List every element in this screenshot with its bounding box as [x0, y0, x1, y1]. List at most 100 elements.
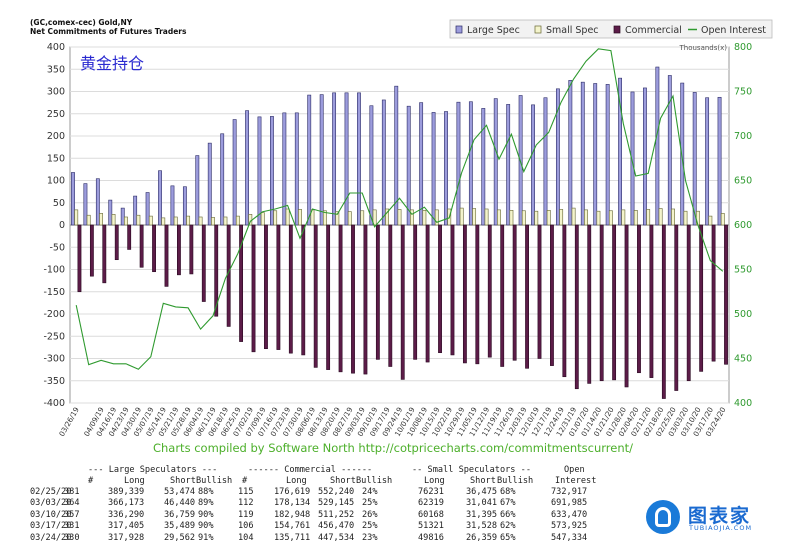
- table-cell-ls-n: 330: [64, 532, 80, 543]
- table-cell-date: 03/17/20: [30, 521, 72, 532]
- bar-small-spec: [683, 210, 688, 226]
- bar-large-spec: [655, 66, 660, 226]
- bar-commercial: [264, 224, 268, 350]
- bar-large-spec: [95, 178, 100, 226]
- bar-small-spec: [161, 217, 166, 226]
- table-cell-ls-long: 389,339: [108, 487, 145, 497]
- bar-large-spec: [643, 87, 647, 226]
- bar-large-spec: [692, 92, 697, 226]
- bar-commercial: [288, 224, 293, 354]
- bar-large-spec: [630, 91, 635, 226]
- bar-large-spec: [667, 75, 672, 226]
- bar-large-spec: [120, 207, 125, 226]
- table-cell-ss-short: 31,528: [466, 521, 498, 532]
- bar-large-spec: [406, 105, 411, 226]
- bar-commercial: [189, 224, 194, 275]
- bar-small-spec: [472, 208, 477, 226]
- legend-swatch: [534, 25, 542, 34]
- table-cell-ls-short: 29,562: [164, 532, 196, 543]
- table-cell-ls-short: 35,489: [164, 521, 196, 532]
- table-cell-ls-bull: 90%: [198, 521, 214, 532]
- group-header-open: Open: [564, 465, 585, 475]
- bar-small-spec: [148, 215, 153, 226]
- bar-small-spec: [223, 216, 228, 226]
- brand-logo-icon: [646, 500, 680, 534]
- bar-small-spec: [459, 207, 464, 226]
- bar-commercial: [537, 224, 542, 359]
- chart-header-line1: (GC,comex-cec) Gold,NY: [30, 18, 133, 27]
- y-right-tick-label: 500: [734, 309, 752, 320]
- bar-large-spec: [456, 101, 461, 226]
- legend: Large Spec Small Spec Commercial Open Inter…: [449, 19, 773, 39]
- bar-commercial: [637, 224, 641, 374]
- bar-commercial: [550, 224, 554, 366]
- y-right-tick-label: 750: [734, 87, 752, 98]
- bar-commercial: [214, 224, 219, 317]
- table-cell-c-bull: 25%: [362, 498, 378, 509]
- table-cell-ss-short: 31,395: [466, 509, 498, 520]
- bar-small-spec: [497, 209, 501, 226]
- bar-commercial: [77, 224, 82, 293]
- bar-small-spec: [285, 208, 290, 226]
- table-cell-ss-bull: 66%: [500, 509, 516, 520]
- y-right-tick-label: 600: [734, 220, 752, 231]
- y-right-unit-label: Thousands(x): [679, 44, 728, 52]
- table-cell-ls-bull: 89%: [198, 498, 214, 509]
- bar-large-spec: [680, 82, 685, 226]
- bar-small-spec: [335, 211, 340, 226]
- col-header-ss-long: Long: [424, 476, 445, 486]
- cot-chart: -400 -350 -300 -250 -200 -150 -100 -50 0 50 100 150…: [43, 19, 773, 438]
- bar-large-spec: [282, 112, 287, 226]
- bar-large-spec: [419, 102, 424, 226]
- bar-small-spec: [173, 216, 178, 226]
- bar-large-spec: [145, 192, 150, 226]
- bar-small-spec: [621, 209, 626, 226]
- y-right-tick-label: 400: [734, 398, 752, 409]
- bar-commercial: [612, 224, 617, 381]
- bar-commercial: [425, 224, 430, 363]
- legend-label: Open Interest: [701, 25, 766, 36]
- bar-commercial: [624, 224, 629, 388]
- bar-commercial: [599, 224, 604, 382]
- bar-small-spec: [410, 209, 414, 226]
- bar-commercial: [177, 224, 181, 276]
- bar-small-spec: [434, 209, 439, 226]
- bar-commercial: [699, 224, 704, 372]
- x-tick-label: 03/26/19: [57, 405, 81, 438]
- table-cell-ls-short: 53,474: [164, 487, 196, 497]
- table-cell-c-short: 552,240: [318, 487, 355, 497]
- bar-commercial: [438, 224, 442, 354]
- bar-small-spec: [521, 210, 526, 226]
- bar-small-spec: [646, 209, 651, 226]
- bar-large-spec: [593, 83, 598, 226]
- table-cell-ss-long: 51321: [418, 521, 444, 532]
- bar-small-spec: [671, 208, 675, 226]
- y-left-tick-label: -400: [43, 398, 65, 409]
- bar-commercial: [338, 224, 343, 373]
- bar-commercial: [239, 224, 244, 342]
- table-cell-c-long: 178,134: [274, 498, 311, 509]
- chart-header-line2: Net Commitments of Futures Traders: [30, 27, 187, 36]
- table-cell-oi: 547,334: [551, 532, 588, 543]
- bar-small-spec: [708, 215, 713, 226]
- bar-large-spec: [133, 195, 138, 226]
- col-header-ls-short: Short: [170, 476, 196, 486]
- bar-small-spec: [571, 207, 576, 226]
- table-cell-c-n: 104: [238, 532, 254, 543]
- bar-large-spec: [493, 98, 498, 226]
- table-cell-ls-bull: 88%: [198, 487, 214, 497]
- y-left-tick-label: 250: [47, 109, 65, 120]
- table-cell-c-bull: 25%: [362, 521, 378, 532]
- bar-small-spec: [484, 208, 489, 226]
- bar-large-spec: [543, 97, 548, 226]
- bar-small-spec: [347, 211, 352, 226]
- table-cell-c-bull: 23%: [362, 532, 378, 543]
- bar-small-spec: [422, 210, 427, 226]
- bar-large-spec: [705, 97, 710, 226]
- bar-commercial: [388, 224, 393, 367]
- bar-large-spec: [307, 94, 312, 226]
- table-cell-c-n: 115: [238, 487, 254, 497]
- bar-small-spec: [136, 214, 141, 226]
- bar-large-spec: [170, 185, 175, 226]
- table-cell-date: 03/24/20: [30, 532, 72, 543]
